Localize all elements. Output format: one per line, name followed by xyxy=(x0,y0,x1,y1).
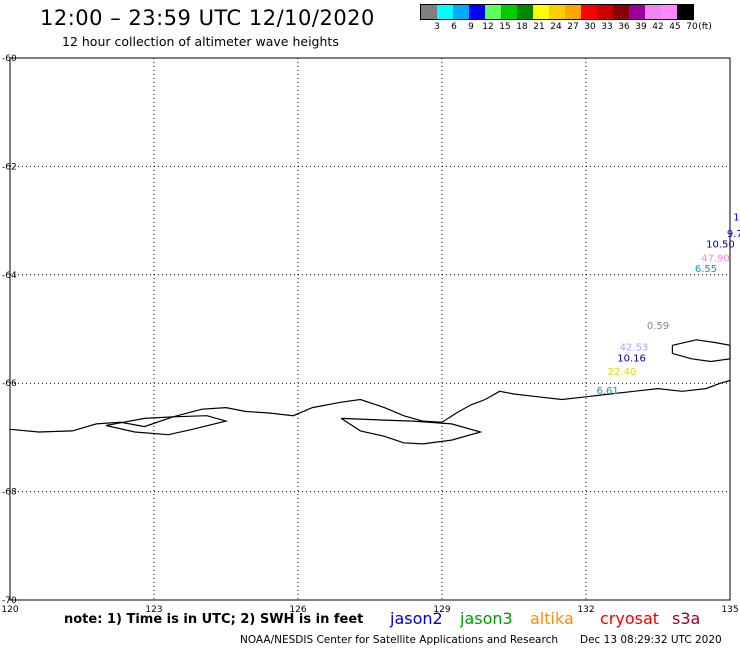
island-outline xyxy=(671,339,731,363)
x-tick-label: 123 xyxy=(145,605,162,615)
satellite-label-altika: altika xyxy=(530,609,574,628)
legend-swatch-10 xyxy=(581,5,597,19)
legend-swatch-11 xyxy=(597,5,613,19)
wave-height-label: 42.53 xyxy=(620,343,649,354)
satellite-label-jason2: jason2 xyxy=(390,609,443,628)
satellite-label-jason3: jason3 xyxy=(460,609,513,628)
legend-label: 70 xyxy=(686,22,698,32)
legend-swatch-2 xyxy=(453,5,469,19)
wave-height-label: 0.59 xyxy=(647,321,669,332)
plot-frame xyxy=(9,57,731,601)
legend-swatch-1 xyxy=(437,5,453,19)
y-tick-label: -70 xyxy=(2,596,17,606)
legend-swatch-16 xyxy=(677,5,693,19)
legend-label: 3 xyxy=(434,22,440,32)
y-tick-label: -64 xyxy=(2,271,17,281)
legend-swatches xyxy=(420,4,694,20)
legend-swatch-14 xyxy=(645,5,661,19)
wave-height-label: 9.7 xyxy=(727,229,740,240)
legend-swatch-9 xyxy=(565,5,581,19)
x-tick-label: 132 xyxy=(577,605,594,615)
legend-label: 21 xyxy=(533,22,545,32)
chart-subtitle: 12 hour collection of altimeter wave hei… xyxy=(62,34,339,49)
legend-label: 6 xyxy=(451,22,457,32)
timestamp-text: Dec 13 08:29:32 UTC 2020 xyxy=(580,634,722,646)
y-tick-label: -66 xyxy=(2,379,17,389)
legend-swatch-7 xyxy=(533,5,549,19)
footnote: note: 1) Time is in UTC; 2) SWH is in fe… xyxy=(64,612,364,627)
x-tick-label: 129 xyxy=(433,605,450,615)
legend-swatch-5 xyxy=(501,5,517,19)
coastline xyxy=(9,379,731,433)
legend-label: 45 xyxy=(669,22,681,32)
credit-text: NOAA/NESDIS Center for Satellite Applica… xyxy=(240,634,558,646)
legend-label: 30 xyxy=(584,22,596,32)
wave-height-label: 6.55 xyxy=(695,264,717,275)
legend-swatch-3 xyxy=(469,5,485,19)
legend-label: 9 xyxy=(468,22,474,32)
satellite-label-s3a: s3a xyxy=(672,609,701,628)
island-outline xyxy=(340,417,483,445)
color-legend: 3 6 9 12 15 18 21 24 27 30 33 36 39 42 45 70 (ft) xyxy=(420,4,712,32)
legend-label: 12 xyxy=(482,22,494,32)
legend-swatch-4 xyxy=(485,5,501,19)
legend-label: 39 xyxy=(635,22,647,32)
legend-swatch-13 xyxy=(629,5,645,19)
legend-label: 27 xyxy=(567,22,579,32)
legend-labels: 3 6 9 12 15 18 21 24 27 30 33 36 39 42 45 70 (ft) xyxy=(420,20,712,32)
legend-label: 33 xyxy=(601,22,613,32)
y-tick-label: -68 xyxy=(2,488,17,498)
legend-swatch-15 xyxy=(661,5,677,19)
legend-swatch-12 xyxy=(613,5,629,19)
wave-height-label: 10.50 xyxy=(706,240,735,251)
legend-label: 15 xyxy=(499,22,511,32)
y-tick-label: -60 xyxy=(2,54,17,64)
satellite-label-cryosat: cryosat xyxy=(600,609,660,628)
legend-swatch-0 xyxy=(421,5,437,19)
island-outline xyxy=(105,415,229,436)
x-tick-label: 135 xyxy=(721,605,738,615)
y-tick-label: -62 xyxy=(2,162,17,172)
legend-label: 18 xyxy=(516,22,528,32)
legend-swatch-6 xyxy=(517,5,533,19)
legend-label: 42 xyxy=(652,22,664,32)
legend-unit: (ft) xyxy=(698,22,712,32)
x-tick-label: 126 xyxy=(289,605,306,615)
x-tick-label: 120 xyxy=(1,605,18,615)
wave-height-label: 22.40 xyxy=(608,367,637,378)
chart-title: 12:00 – 23:59 UTC 12/10/2020 xyxy=(40,6,375,30)
legend-label: 36 xyxy=(618,22,630,32)
wave-height-label: 10.16 xyxy=(617,354,646,365)
wave-height-label: 6.61 xyxy=(596,386,618,397)
wave-height-label: 10 xyxy=(733,213,740,224)
legend-swatch-8 xyxy=(549,5,565,19)
legend-label: 24 xyxy=(550,22,562,32)
wave-height-label: 47.90 xyxy=(701,253,730,264)
